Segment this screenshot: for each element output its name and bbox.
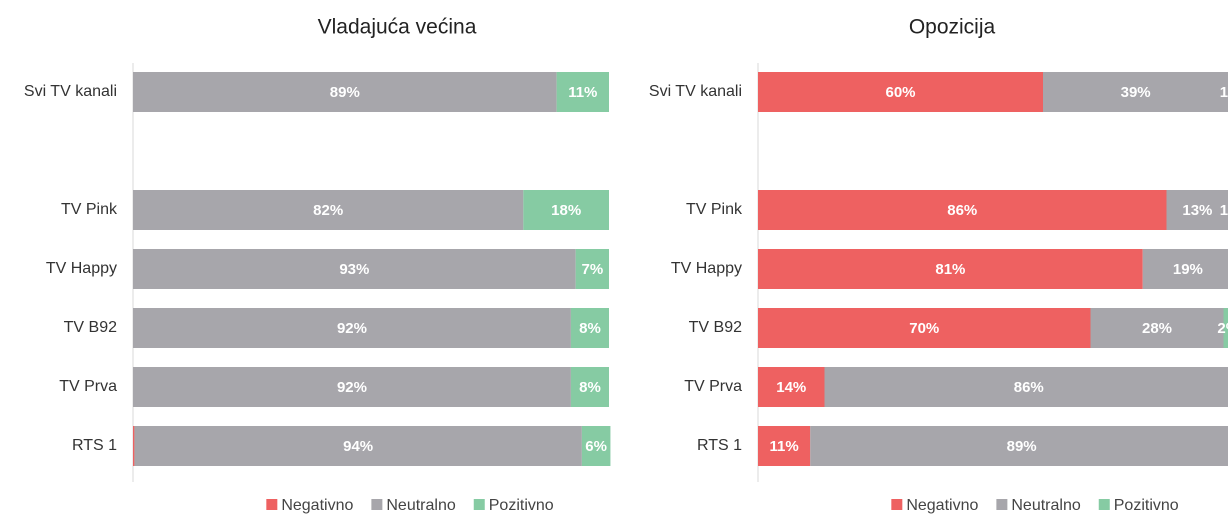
bar-segment xyxy=(523,190,609,230)
value-label: 2% xyxy=(1217,320,1228,337)
value-label: 19% xyxy=(1173,261,1203,278)
bar-segment xyxy=(575,249,609,289)
value-label: 8% xyxy=(579,320,601,337)
category-label: TV B92 xyxy=(64,319,117,336)
value-label: 14% xyxy=(776,379,806,396)
bar-segment xyxy=(810,426,1228,466)
legend-swatch xyxy=(473,499,485,510)
value-label: 11% xyxy=(568,84,597,101)
bar-segment xyxy=(758,72,1043,112)
legend-label: Pozitivno xyxy=(489,497,554,514)
bar-segment xyxy=(134,426,582,466)
legend-label: Neutralno xyxy=(386,497,455,514)
category-label: RTS 1 xyxy=(697,437,742,454)
bar-segment xyxy=(133,426,135,466)
legend-swatch xyxy=(371,499,383,510)
value-label: 6% xyxy=(585,438,607,455)
bar-segment xyxy=(133,249,576,289)
bar-segment xyxy=(581,426,611,466)
bar-segment xyxy=(570,367,609,407)
legend-label: Negativno xyxy=(281,497,353,514)
bar-segment xyxy=(824,367,1228,407)
bar-segment xyxy=(1142,249,1228,289)
legend-swatch xyxy=(1098,499,1110,510)
bar-segment xyxy=(570,308,609,348)
value-label: 93% xyxy=(339,261,369,278)
category-label: TV Prva xyxy=(684,378,742,395)
value-label: 1% xyxy=(1220,202,1228,219)
value-label: 28% xyxy=(1142,320,1172,337)
value-label: 7% xyxy=(581,261,603,278)
value-label: 92% xyxy=(337,320,367,337)
bar-segment xyxy=(1043,72,1228,112)
value-label: 1% xyxy=(1220,84,1228,101)
legend: Negativno Neutralno Pozitivno xyxy=(266,497,554,514)
legend-swatch xyxy=(266,499,278,510)
bar-segment xyxy=(1090,308,1224,348)
value-label: 94% xyxy=(343,438,373,455)
value-label: 60% xyxy=(885,84,915,101)
legend-label: Negativno xyxy=(906,497,978,514)
bar-segment xyxy=(758,367,825,407)
bar-segment xyxy=(758,308,1091,348)
category-label: RTS 1 xyxy=(72,437,117,454)
category-label: TV Pink xyxy=(686,201,743,218)
category-label: TV Prva xyxy=(59,378,117,395)
category-label: Svi TV kanali xyxy=(24,83,117,100)
value-label: 18% xyxy=(551,202,581,219)
chart-title: Vladajuća većina xyxy=(318,16,477,39)
bar-segment xyxy=(758,190,1167,230)
value-label: 11% xyxy=(770,438,799,455)
value-label: 86% xyxy=(947,202,977,219)
value-label: 89% xyxy=(1007,438,1037,455)
value-label: 86% xyxy=(1014,379,1044,396)
value-label: 70% xyxy=(909,320,939,337)
category-label: TV Pink xyxy=(61,201,118,218)
value-label: 82% xyxy=(313,202,343,219)
legend-swatch xyxy=(891,499,903,510)
bar-segment xyxy=(133,308,571,348)
value-label: 81% xyxy=(935,261,965,278)
category-label: TV B92 xyxy=(689,319,742,336)
chart-title: Opozicija xyxy=(909,16,996,39)
legend-label: Neutralno xyxy=(1011,497,1080,514)
bar-segment xyxy=(133,72,557,112)
legend-swatch xyxy=(996,499,1008,510)
legend-label: Pozitivno xyxy=(1114,497,1179,514)
value-label: 39% xyxy=(1121,84,1151,101)
value-label: 8% xyxy=(579,379,601,396)
bar-segment xyxy=(133,367,571,407)
category-label: TV Happy xyxy=(671,260,742,277)
bar-segment xyxy=(1223,308,1228,348)
value-label: 13% xyxy=(1182,202,1212,219)
bar-segment xyxy=(758,426,811,466)
legend: Negativno Neutralno Pozitivno xyxy=(891,497,1179,514)
value-label: 92% xyxy=(337,379,367,396)
bar-segment xyxy=(556,72,609,112)
bar-segment xyxy=(133,190,524,230)
value-label: 89% xyxy=(330,84,360,101)
bar-segment xyxy=(758,249,1143,289)
category-label: Svi TV kanali xyxy=(649,83,742,100)
bar-segment xyxy=(1166,190,1228,230)
category-label: TV Happy xyxy=(46,260,117,277)
